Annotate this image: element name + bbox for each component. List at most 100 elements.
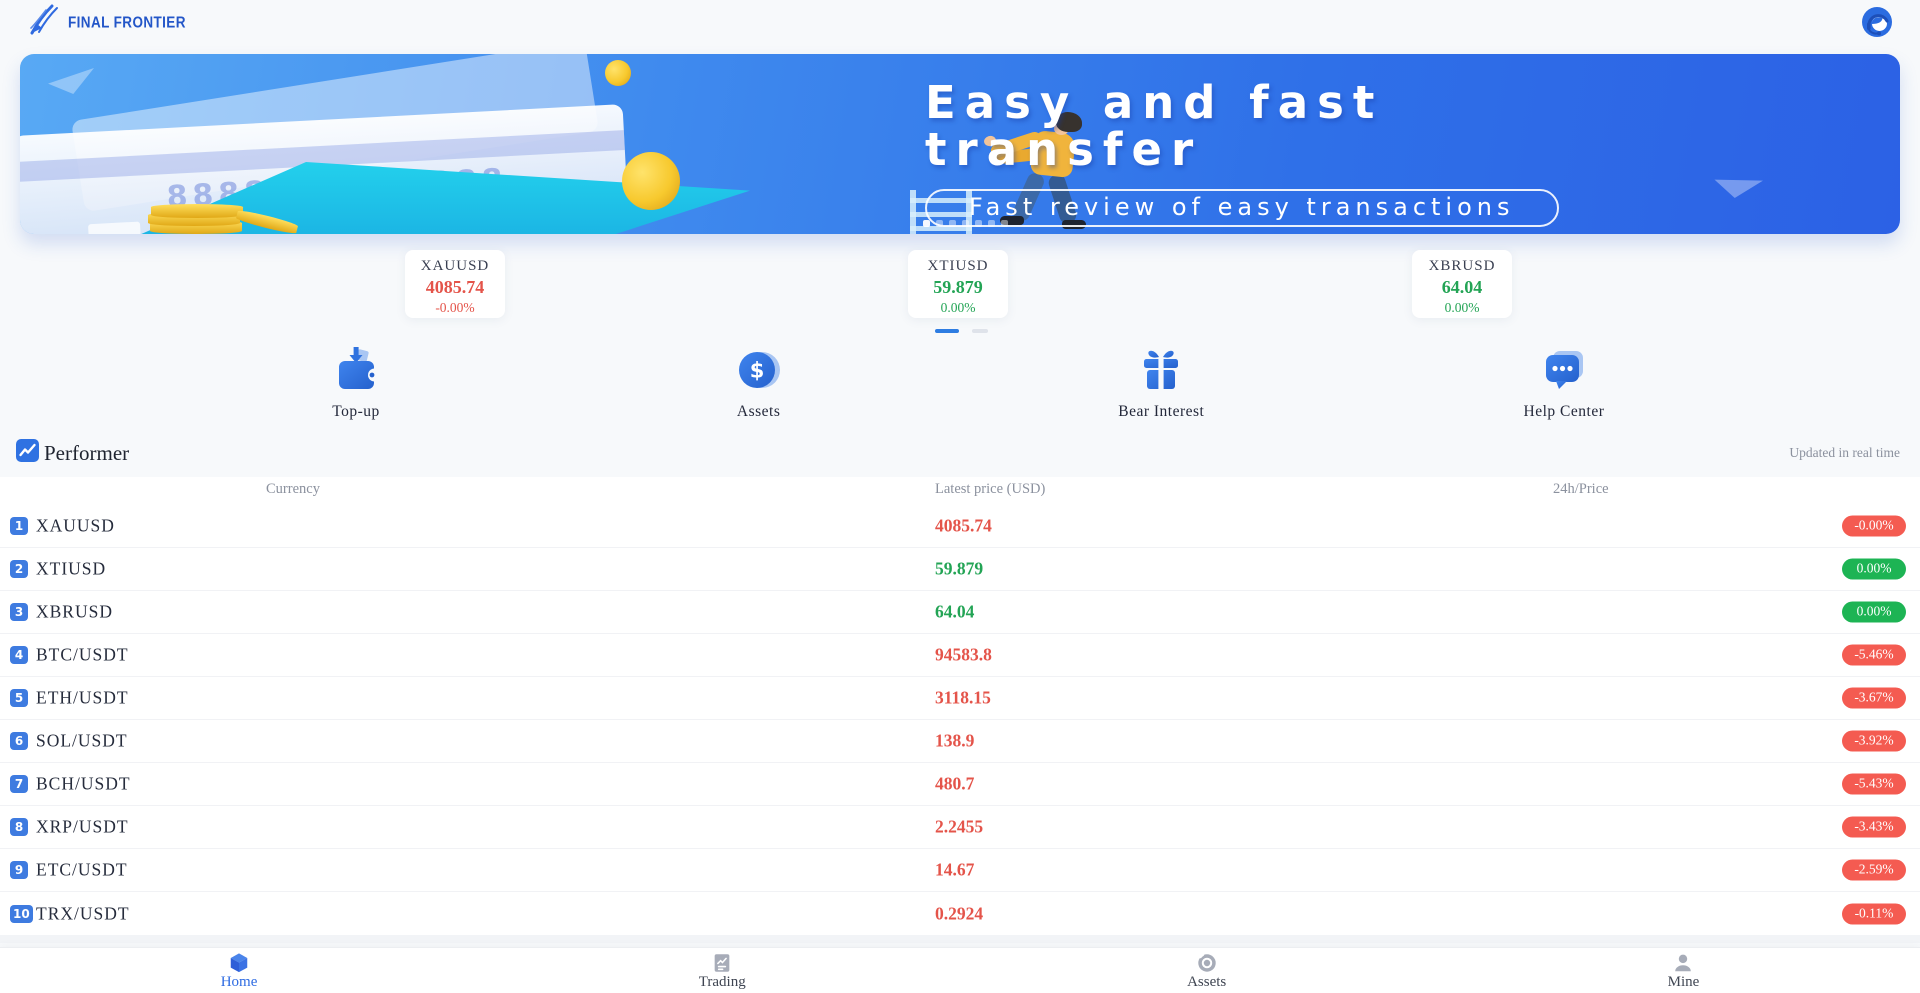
change-badge: -3.43% — [1842, 816, 1906, 838]
change-badge: -5.43% — [1842, 773, 1906, 795]
quick-action-label: Bear Interest — [1118, 403, 1205, 420]
pair-name: XAUUSD — [36, 515, 115, 536]
carousel-dot[interactable] — [975, 220, 982, 227]
banner-carousel-dots — [923, 220, 1008, 227]
ticker-card[interactable]: XTIUSD 59.879 0.00% — [908, 250, 1008, 318]
wallet-topup-icon — [332, 346, 381, 394]
column-latest-price: Latest price (USD) — [935, 481, 1046, 497]
latest-price: 59.879 — [935, 558, 984, 579]
table-row[interactable]: 4 BTC/USDT 94583.8 -5.46% — [0, 634, 1920, 677]
quick-action-help-center[interactable]: Help Center — [1520, 346, 1608, 421]
change-badge: -0.00% — [1842, 515, 1906, 537]
change-badge: -2.59% — [1842, 859, 1906, 881]
pair-name: SOL/USDT — [36, 730, 128, 751]
banner-title-line1: Easy and fast — [925, 76, 1384, 129]
quick-action-top-up[interactable]: Top-up — [312, 346, 400, 421]
table-header: Currency Latest price (USD) 24h/Price — [0, 477, 1920, 505]
paper-art — [48, 68, 94, 94]
latest-price: 64.04 — [935, 601, 975, 622]
table-row[interactable]: 7 BCH/USDT 480.7 -5.43% — [0, 763, 1920, 806]
updated-note: Updated in real time — [1789, 445, 1900, 460]
change-badge: -0.11% — [1842, 903, 1906, 924]
coin-art — [605, 60, 631, 86]
pair-name: ETC/USDT — [36, 859, 128, 880]
ticker-pager-dash[interactable] — [972, 329, 988, 333]
pair-name: XTIUSD — [36, 558, 107, 579]
pair-name: BCH/USDT — [36, 773, 131, 794]
ticker-symbol: XBRUSD — [1428, 258, 1496, 274]
table-row[interactable]: 3 XBRUSD 64.04 0.00% — [0, 591, 1920, 634]
change-badge: -3.67% — [1842, 687, 1906, 709]
quick-action-bear-interest[interactable]: Bear Interest — [1117, 346, 1205, 421]
rank-badge: 4 — [10, 646, 28, 664]
table-row[interactable]: 8 XRP/USDT 2.2455 -3.43% — [0, 806, 1920, 849]
carousel-dot[interactable] — [936, 220, 943, 227]
pair-name: BTC/USDT — [36, 644, 129, 665]
ticker-change: -0.00% — [435, 300, 475, 315]
brand-logo[interactable]: FINAL FRONTIER — [26, 4, 186, 41]
column-24h-price: 24h/Price — [1553, 481, 1609, 497]
column-currency: Currency — [266, 481, 320, 497]
ticker-price: 59.879 — [933, 277, 983, 297]
carousel-dot[interactable] — [988, 220, 995, 227]
quick-action-assets[interactable]: $ Assets — [715, 346, 803, 421]
nav-item-mine[interactable]: Mine — [1667, 950, 1700, 991]
table-row[interactable]: 5 ETH/USDT 3118.15 -3.67% — [0, 677, 1920, 720]
ticker-symbol: XAUUSD — [420, 258, 490, 274]
rank-badge: 7 — [10, 775, 28, 793]
latest-price: 138.9 — [935, 730, 975, 751]
ticker-card[interactable]: XAUUSD 4085.74 -0.00% — [405, 250, 505, 318]
nav-item-home[interactable]: Home — [220, 950, 258, 991]
ticker-symbol: XTIUSD — [927, 258, 989, 274]
rank-badge: 8 — [10, 818, 28, 836]
top-bar: FINAL FRONTIER — [0, 0, 1920, 44]
performer-title: Performer — [44, 440, 130, 465]
nav-label: Mine — [1667, 974, 1700, 990]
carousel-dot[interactable] — [923, 220, 930, 227]
home-cube-icon — [228, 952, 250, 974]
brand-name: FINAL FRONTIER — [68, 13, 186, 31]
ticker-card[interactable]: XBRUSD 64.04 0.00% — [1412, 250, 1512, 318]
trading-icon — [711, 952, 733, 974]
table-row[interactable]: 9 ETC/USDT 14.67 -2.59% — [0, 849, 1920, 892]
nav-item-assets[interactable]: Assets — [1187, 950, 1226, 991]
table-footer-strip — [0, 935, 1920, 943]
gift-icon — [1137, 346, 1185, 394]
table-row[interactable]: 10 TRX/USDT 0.2924 -0.11% — [0, 892, 1920, 935]
ticker-pager-dash[interactable] — [935, 329, 959, 333]
carousel-dot[interactable] — [962, 220, 969, 227]
ticker-row: XAUUSD 4085.74 -0.00% XTIUSD 59.879 0.00% XBRU… — [0, 250, 1920, 320]
rank-badge: 3 — [10, 603, 28, 621]
latest-price: 480.7 — [935, 773, 975, 794]
banner-subtitle: Fast review of easy transactions — [925, 188, 1559, 227]
nav-label: Assets — [1187, 974, 1227, 990]
customer-service-icon[interactable] — [1860, 5, 1894, 39]
promo-banner[interactable]: 8888 8888 8888 Easy and fast transfer Fa… — [20, 54, 1900, 234]
latest-price: 4085.74 — [935, 515, 992, 536]
paper-art — [1711, 165, 1763, 205]
nav-item-trading[interactable]: Trading — [699, 950, 746, 991]
ticker-change: 0.00% — [1444, 300, 1480, 315]
table-row[interactable]: 1 XAUUSD 4085.74 -0.00% — [0, 505, 1920, 548]
pair-name: XBRUSD — [36, 601, 113, 622]
carousel-dot[interactable] — [1001, 220, 1008, 227]
latest-price: 94583.8 — [935, 644, 992, 665]
latest-price: 3118.15 — [935, 687, 991, 708]
rank-badge: 1 — [10, 517, 28, 535]
table-row[interactable]: 6 SOL/USDT 138.9 -3.92% — [0, 720, 1920, 763]
change-badge: -3.92% — [1842, 730, 1906, 752]
table-row[interactable]: 2 XTIUSD 59.879 0.00% — [0, 548, 1920, 591]
carousel-dot[interactable] — [949, 220, 956, 227]
change-badge: -5.46% — [1842, 644, 1906, 666]
pair-name: XRP/USDT — [36, 816, 129, 837]
quick-action-label: Help Center — [1523, 403, 1605, 420]
assets-coin-icon — [1196, 952, 1218, 974]
quick-action-label: Assets — [736, 403, 781, 420]
nav-label: Home — [220, 974, 258, 990]
ticker-price: 4085.74 — [425, 277, 485, 297]
quick-actions: Top-up $ Assets Bear Interest Help Cente… — [0, 346, 1920, 421]
change-badge: 0.00% — [1842, 601, 1906, 623]
rocket-logo-icon — [26, 4, 60, 41]
chat-bubble-icon — [1540, 346, 1588, 394]
